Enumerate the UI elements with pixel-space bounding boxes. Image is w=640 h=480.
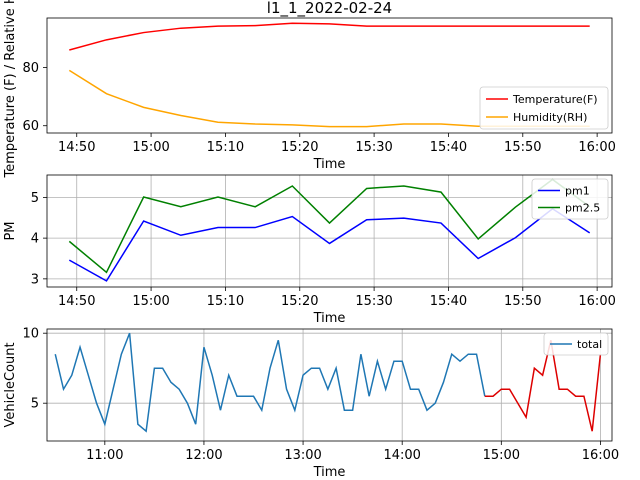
x-tick-label: 16:00: [582, 448, 619, 463]
y-axis-label: VehicleCount: [3, 342, 18, 427]
legend-label: pm2.5: [565, 202, 600, 215]
legend-box: [479, 86, 609, 130]
series-line-highlight: [484, 340, 602, 432]
x-tick-label: 15:00: [132, 294, 169, 309]
legend-label: pm1: [565, 185, 590, 198]
x-tick-label: 15:30: [355, 294, 392, 309]
y-tick-label: 60: [22, 119, 39, 134]
series-line-pm1: [68, 207, 591, 282]
x-tick-label: 12:00: [185, 448, 222, 463]
x-tick-label: 14:50: [58, 294, 95, 309]
x-tick-label: 15:00: [132, 140, 169, 155]
y-tick-label: 5: [31, 397, 39, 412]
series-line-pm2-5: [68, 178, 591, 274]
y-axis-label: PM: [3, 221, 18, 240]
legend-label: Temperature(F): [512, 93, 598, 106]
temperature-humidity-panel: 14:50 15:00 15:10 15:20 15:30 15:40 15:50 16:00…: [3, 0, 616, 178]
y-tick-label: 10: [22, 327, 39, 342]
x-axis-label: Time: [313, 157, 346, 172]
chart-title: l1_1_2022-02-24: [267, 0, 392, 18]
plot-frame: [46, 17, 613, 134]
x-tick-label: 13:00: [284, 448, 321, 463]
legend-box: [543, 332, 609, 356]
x-tick-label: 14:50: [58, 140, 95, 155]
x-tick-label: 15:10: [207, 294, 244, 309]
legend-label: total: [577, 338, 602, 351]
plot-frame: [46, 328, 613, 442]
legend-label: Humidity(RH): [513, 111, 587, 124]
x-tick-label: 15:30: [355, 140, 392, 155]
y-tick-label: 5: [31, 191, 39, 206]
pm-panel: 14:50 15:00 15:10 15:20 15:30 15:40 15:50 16:00…: [3, 174, 616, 326]
x-tick-label: 14:00: [383, 448, 420, 463]
series-line-temperature-f-: [69, 22, 590, 51]
x-tick-label: 15:20: [281, 140, 318, 155]
x-tick-label: 15:10: [207, 140, 244, 155]
x-tick-label: 16:00: [578, 140, 615, 155]
series-line-total: [54, 332, 486, 433]
x-tick-label: 15:40: [430, 140, 467, 155]
x-tick-label: 11:00: [86, 448, 123, 463]
x-tick-label: 15:20: [281, 294, 318, 309]
y-axis-label: Temperature (F) / Relative Hum: [3, 0, 18, 178]
x-tick-label: 16:00: [578, 294, 615, 309]
x-axis-label: Time: [313, 465, 346, 480]
y-tick-label: 3: [31, 272, 39, 287]
legend-box: [531, 178, 609, 220]
y-tick-label: 80: [22, 61, 39, 76]
x-tick-label: 15:50: [504, 140, 541, 155]
x-tick-label: 15:00: [483, 448, 520, 463]
x-tick-label: 15:50: [504, 294, 541, 309]
plot-frame: [46, 174, 613, 288]
x-axis-label: Time: [313, 311, 346, 326]
y-tick-label: 4: [31, 232, 39, 247]
vehicle-count-panel: 11:00 12:00 13:00 14:00 15:00 16:00 5 10 Time Veh…: [3, 327, 619, 480]
x-tick-label: 15:40: [430, 294, 467, 309]
